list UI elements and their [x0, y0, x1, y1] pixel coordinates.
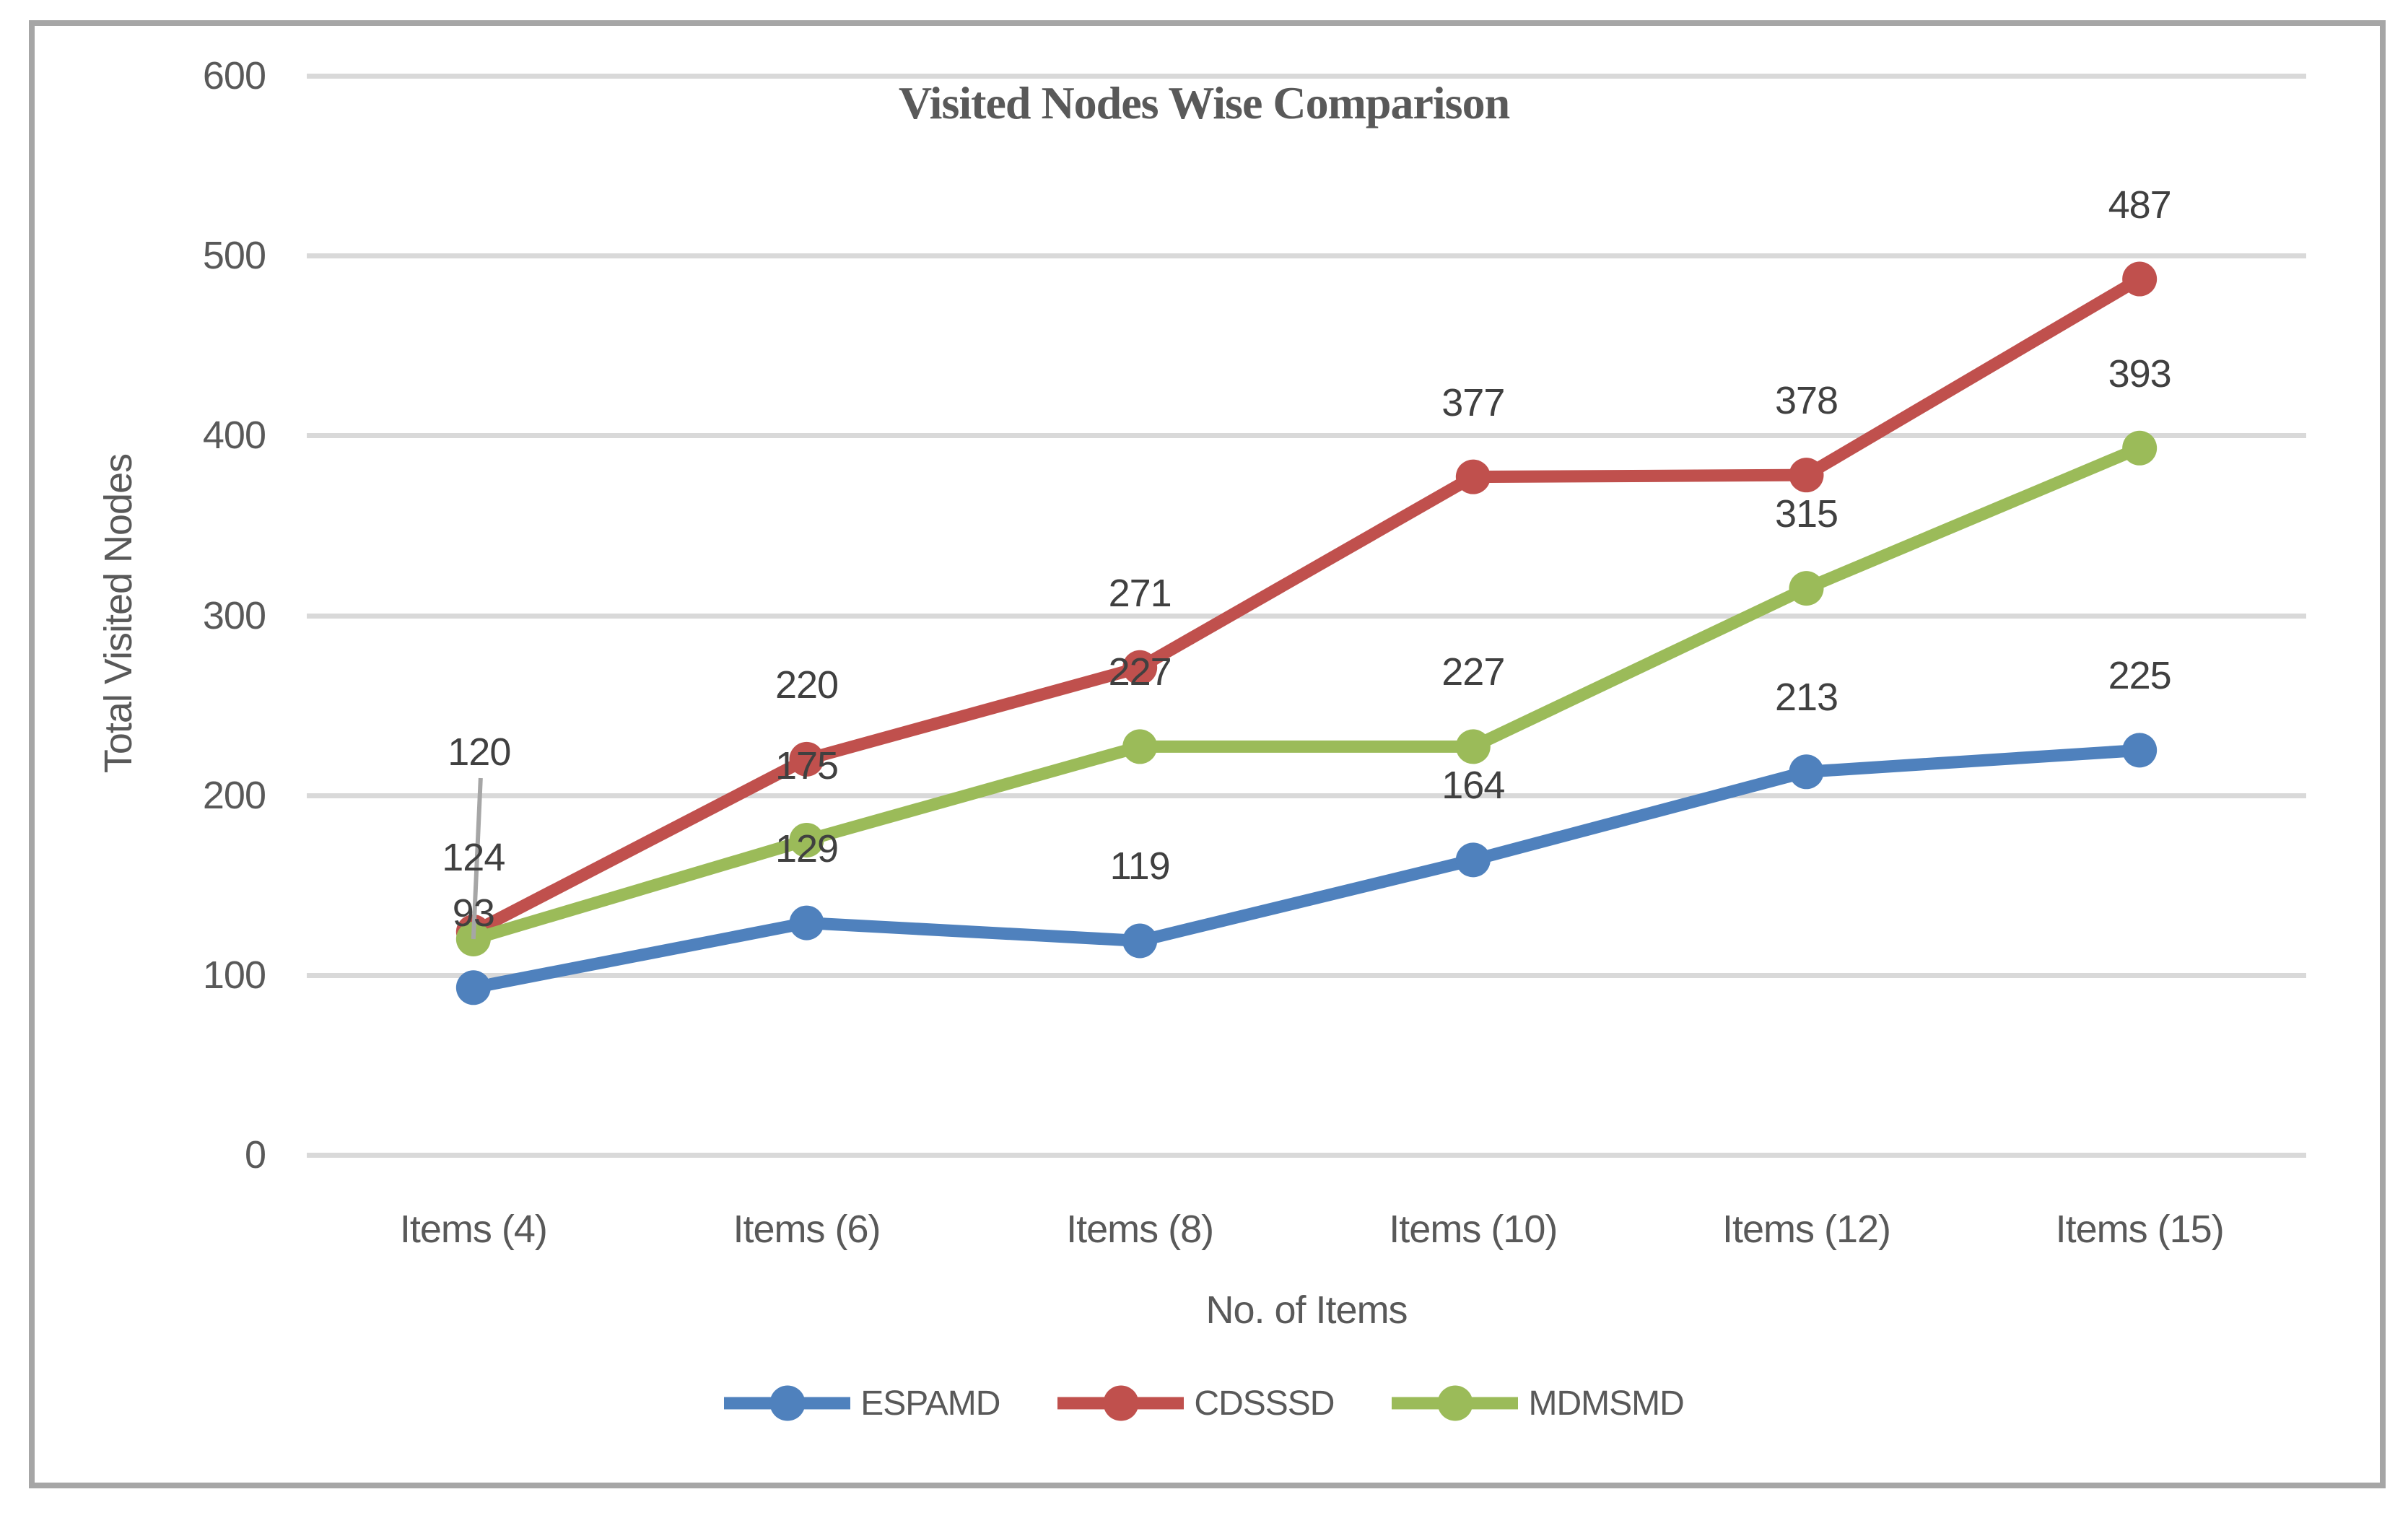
data-label-mdmsmd-5: 393 [2108, 352, 2172, 396]
y-tick-label-0: 0 [244, 1133, 266, 1177]
data-label-mdmsmd-1: 175 [775, 743, 839, 787]
y-tick-label-400: 400 [202, 414, 266, 458]
gridline-y-300 [307, 613, 2306, 619]
x-tick-label: Items (4) [399, 1208, 548, 1251]
gridline-y-200 [307, 793, 2306, 798]
legend-label: ESPAMD [860, 1384, 1000, 1423]
gridline-y-500 [307, 253, 2306, 259]
legend-line-marker-icon [1057, 1385, 1185, 1421]
data-label-mdmsmd-4: 315 [1774, 492, 1838, 536]
data-point-mdmsmd-3 [1455, 729, 1491, 764]
data-point-espamd-3 [1455, 842, 1491, 878]
data-label-espamd-5: 225 [2108, 654, 2172, 698]
x-axis-title: No. of Items [1205, 1288, 1408, 1332]
data-point-espamd-4 [1789, 754, 1824, 790]
y-tick-label-500: 500 [202, 234, 266, 278]
x-tick-label: Items (15) [2055, 1208, 2225, 1251]
data-label-cdsssd-4: 378 [1774, 379, 1838, 423]
data-point-cdsssd-2 [1122, 650, 1158, 685]
gridline-y-400 [307, 433, 2306, 439]
gridline-y-0 [307, 1153, 2306, 1158]
legend-line-marker-icon [724, 1385, 851, 1421]
data-label-espamd-1: 129 [775, 826, 839, 870]
data-label-espamd-4: 213 [1774, 676, 1838, 720]
data-point-espamd-0 [455, 970, 491, 1005]
y-tick-label-300: 300 [202, 593, 266, 637]
data-point-mdmsmd-1 [789, 822, 824, 857]
series-line-espamd [467, 743, 2146, 994]
chart-title: Visited Nodes Wise Comparison [898, 77, 1510, 128]
legend-item-cdsssd: CDSSSD [1057, 1384, 1335, 1423]
x-tick-label: Items (10) [1389, 1208, 1558, 1251]
data-point-mdmsmd-5 [2122, 430, 2158, 466]
data-label-cdsssd-2: 271 [1108, 571, 1172, 615]
data-point-cdsssd-3 [1455, 459, 1491, 494]
legend: ESPAMD CDSSSD MDMSMD [0, 1378, 2408, 1428]
data-label-espamd-2: 119 [1109, 845, 1171, 889]
data-point-cdsssd-5 [2122, 261, 2158, 297]
legend-item-espamd: ESPAMD [724, 1384, 1000, 1423]
y-tick-label-200: 200 [202, 773, 266, 817]
data-label-cdsssd-0: 124 [442, 836, 505, 880]
data-label-mdmsmd-2: 227 [1108, 650, 1172, 694]
data-label-cdsssd-1: 220 [775, 663, 839, 707]
series-line-mdmsmd [467, 442, 2146, 946]
gridline-y-600 [307, 74, 2306, 79]
y-tick-label-600: 600 [202, 54, 266, 97]
data-point-mdmsmd-2 [1122, 729, 1158, 764]
legend-line-marker-icon [1392, 1385, 1519, 1421]
data-point-mdmsmd-4 [1789, 571, 1824, 606]
gridline-y-100 [307, 972, 2306, 978]
data-point-cdsssd-1 [789, 741, 824, 777]
data-point-espamd-2 [1122, 923, 1158, 959]
legend-label: CDSSSD [1194, 1384, 1335, 1423]
data-point-espamd-1 [789, 905, 824, 941]
data-label-espamd-3: 164 [1441, 764, 1505, 808]
legend-label: MDMSMD [1528, 1384, 1684, 1423]
series-line-cdsssd [467, 273, 2146, 938]
data-point-espamd-5 [2122, 733, 2158, 768]
data-label-leader-line [471, 777, 483, 940]
data-label-cdsssd-5: 487 [2108, 183, 2172, 227]
data-label-espamd-0: 93 [452, 891, 495, 935]
data-label-mdmsmd-0: 120 [448, 730, 511, 774]
x-tick-label: Items (8) [1066, 1208, 1214, 1251]
x-tick-label: Items (6) [733, 1208, 881, 1251]
x-tick-label: Items (12) [1722, 1208, 1891, 1251]
data-point-cdsssd-4 [1789, 458, 1824, 493]
legend-item-mdmsmd: MDMSMD [1392, 1384, 1685, 1423]
data-label-mdmsmd-3: 227 [1441, 650, 1505, 694]
y-tick-label-100: 100 [202, 953, 266, 997]
data-label-cdsssd-3: 377 [1441, 380, 1505, 424]
